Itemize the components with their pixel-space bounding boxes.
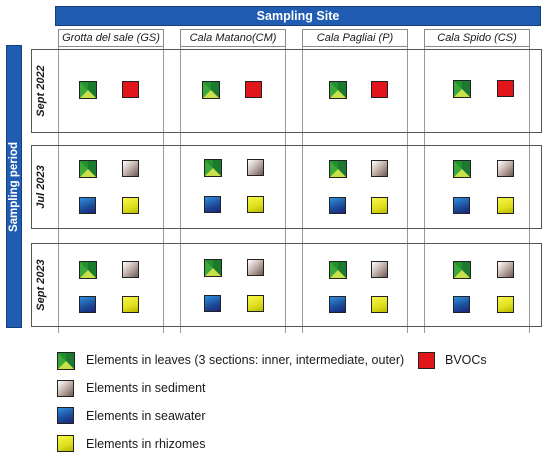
leaf-sample-icon: [329, 160, 347, 178]
legend-bvocs-icon: [418, 352, 435, 369]
leaf-sample-icon: [79, 160, 97, 178]
rhizomes-sample-icon: [497, 296, 514, 313]
rhizomes-sample-icon: [122, 296, 139, 313]
site-label: Cala Matano(CM): [189, 32, 277, 44]
sediment-sample-icon: [122, 160, 139, 177]
period-row-sept-2023: [31, 243, 542, 327]
site-header-cs: Cala Spido (CS): [424, 29, 530, 47]
sampling-period-title: Sampling period: [8, 141, 20, 232]
site-header-p: Cala Pagliai (P): [302, 29, 408, 47]
sediment-sample-icon: [497, 160, 514, 177]
sediment-sample-icon: [371, 261, 388, 278]
legend-bvocs-label: BVOCs: [445, 353, 487, 367]
sediment-sample-icon: [371, 160, 388, 177]
leaf-sample-icon: [329, 261, 347, 279]
site-label: Grotta del sale (GS): [62, 32, 160, 44]
period-row-sept-2022: [31, 49, 542, 133]
leaf-sample-icon: [79, 81, 97, 99]
rhizomes-sample-icon: [247, 196, 264, 213]
rhizomes-sample-icon: [497, 197, 514, 214]
seawater-sample-icon: [79, 197, 96, 214]
bvocs-sample-icon: [122, 81, 139, 98]
bvocs-sample-icon: [245, 81, 262, 98]
period-label-sept-2022: Sept 2022: [35, 65, 47, 117]
rhizomes-sample-icon: [371, 197, 388, 214]
seawater-sample-icon: [329, 197, 346, 214]
site-label: Cala Pagliai (P): [316, 32, 394, 44]
legend-rhizomes-icon: [57, 435, 74, 452]
site-column-frame-p: [302, 47, 408, 333]
leaf-sample-icon: [79, 261, 97, 279]
legend-sediment-icon: [57, 380, 74, 397]
bvocs-sample-icon: [497, 80, 514, 97]
period-label-jul-2023: Jul 2023: [35, 165, 47, 209]
site-column-frame-cs: [424, 47, 530, 333]
bvocs-sample-icon: [371, 81, 388, 98]
legend-seawater-label: Elements in seawater: [86, 409, 206, 423]
site-header-cm: Cala Matano(CM): [180, 29, 286, 47]
legend-sediment-label: Elements in sediment: [86, 381, 206, 395]
site-column-frame-gs: [58, 47, 164, 333]
legend-seawater-icon: [57, 407, 74, 424]
seawater-sample-icon: [453, 296, 470, 313]
seawater-sample-icon: [204, 196, 221, 213]
legend-rhizomes-label: Elements in rhizomes: [86, 437, 206, 451]
legend-leaves-label: Elements in leaves (3 sections: inner, i…: [86, 353, 405, 367]
site-header-gs: Grotta del sale (GS): [58, 29, 164, 47]
leaf-sample-icon: [204, 159, 222, 177]
sampling-site-title: Sampling Site: [256, 9, 340, 23]
sediment-sample-icon: [497, 261, 514, 278]
rhizomes-sample-icon: [122, 197, 139, 214]
site-column-frame-cm: [180, 47, 286, 333]
sediment-sample-icon: [122, 261, 139, 278]
rhizomes-sample-icon: [247, 295, 264, 312]
sampling-period-header: Sampling period: [6, 45, 22, 328]
leaf-sample-icon: [202, 81, 220, 99]
period-row-jul-2023: [31, 145, 542, 229]
seawater-sample-icon: [204, 295, 221, 312]
leaf-sample-icon: [204, 259, 222, 277]
rhizomes-sample-icon: [371, 296, 388, 313]
seawater-sample-icon: [329, 296, 346, 313]
leaf-sample-icon: [453, 80, 471, 98]
leaf-sample-icon: [329, 81, 347, 99]
seawater-sample-icon: [79, 296, 96, 313]
leaf-sample-icon: [453, 261, 471, 279]
legend-leaves-icon: [57, 352, 75, 370]
site-label: Cala Spido (CS): [437, 32, 517, 44]
leaf-sample-icon: [453, 160, 471, 178]
seawater-sample-icon: [453, 197, 470, 214]
period-label-sept-2023: Sept 2023: [35, 259, 47, 311]
sediment-sample-icon: [247, 259, 264, 276]
sampling-site-header: Sampling Site: [55, 6, 541, 26]
sediment-sample-icon: [247, 159, 264, 176]
